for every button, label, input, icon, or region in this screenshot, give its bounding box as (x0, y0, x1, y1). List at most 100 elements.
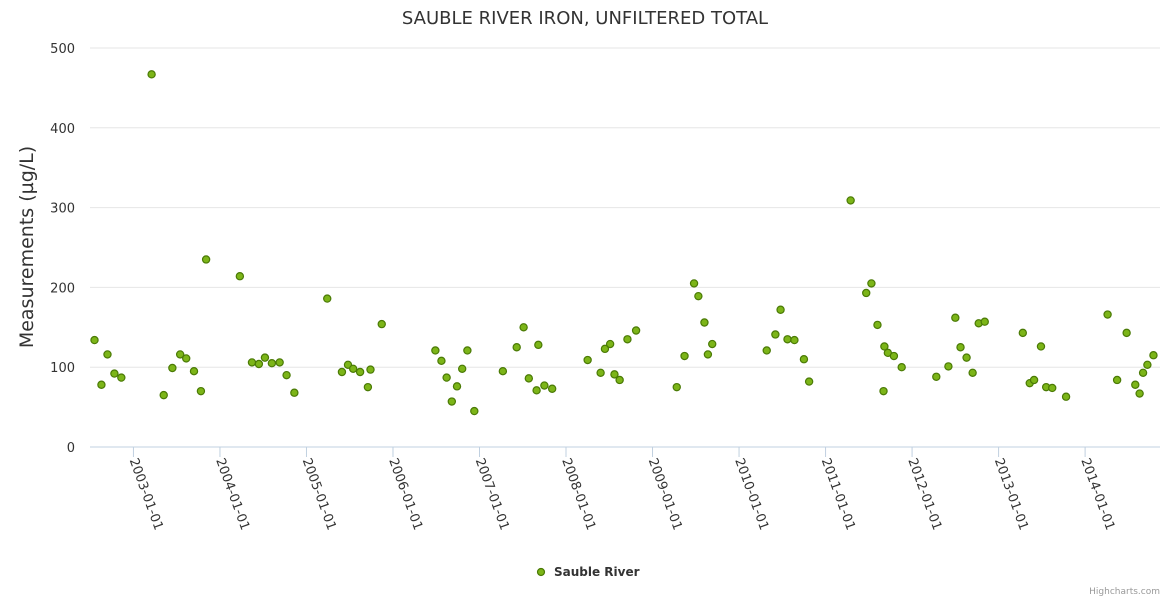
data-point[interactable] (1112, 375, 1122, 385)
data-point[interactable] (703, 350, 713, 359)
data-point[interactable] (771, 330, 780, 339)
data-point[interactable] (1138, 368, 1148, 377)
data-point[interactable] (175, 350, 185, 359)
data-point[interactable] (846, 196, 855, 205)
data-point[interactable] (880, 342, 889, 351)
data-point[interactable] (956, 343, 965, 352)
data-point[interactable] (962, 353, 971, 362)
data-point[interactable] (776, 305, 785, 314)
data-point[interactable] (463, 346, 472, 355)
data-point[interactable] (366, 365, 375, 374)
data-point[interactable] (90, 335, 99, 345)
data-point[interactable] (524, 374, 534, 383)
data-point[interactable] (168, 363, 177, 373)
data-point[interactable] (147, 70, 156, 79)
data-point[interactable] (519, 323, 528, 332)
data-point[interactable] (623, 335, 632, 344)
data-point[interactable] (196, 386, 206, 396)
legend[interactable]: Sauble River (536, 565, 640, 579)
data-point[interactable] (275, 358, 284, 367)
credits-link[interactable]: Highcharts.com (1089, 587, 1160, 597)
data-point[interactable] (159, 390, 168, 400)
data-point[interactable] (377, 319, 386, 329)
data-point[interactable] (355, 367, 365, 377)
data-point[interactable] (323, 294, 332, 303)
data-point[interactable] (944, 362, 953, 371)
data-point[interactable] (951, 313, 960, 322)
data-point[interactable] (1131, 380, 1140, 389)
legend-marker[interactable] (536, 567, 546, 577)
data-point[interactable] (1036, 342, 1046, 351)
data-point[interactable] (452, 382, 462, 391)
data-point[interactable] (1135, 389, 1144, 398)
data-point[interactable] (680, 351, 689, 361)
data-point[interactable] (790, 335, 799, 345)
data-point[interactable] (431, 346, 440, 355)
data-point[interactable] (708, 339, 717, 349)
data-point[interactable] (980, 317, 989, 326)
data-point[interactable] (1122, 328, 1131, 338)
data-point[interactable] (762, 346, 771, 355)
data-point[interactable] (189, 366, 199, 376)
data-point[interactable] (1061, 392, 1071, 401)
data-point[interactable] (615, 375, 624, 385)
data-point[interactable] (363, 382, 373, 392)
data-point[interactable] (867, 279, 876, 288)
data-point[interactable] (1149, 351, 1158, 360)
data-point[interactable] (290, 388, 299, 397)
data-point[interactable] (442, 373, 451, 382)
data-point[interactable] (1103, 310, 1112, 319)
data-point[interactable] (873, 320, 882, 330)
data-point[interactable] (694, 291, 703, 301)
data-point[interactable] (512, 343, 521, 352)
data-point[interactable] (600, 344, 610, 354)
data-point[interactable] (110, 369, 119, 378)
data-point[interactable] (862, 288, 871, 298)
y-tick-label-300: 300 (50, 202, 75, 217)
y-tick-label-200: 200 (50, 281, 75, 296)
data-point[interactable] (534, 340, 543, 350)
data-point[interactable] (889, 351, 899, 361)
data-point[interactable] (267, 359, 277, 368)
data-point[interactable] (799, 355, 809, 364)
data-point[interactable] (337, 367, 347, 377)
data-point[interactable] (1029, 375, 1039, 385)
data-point[interactable] (1048, 383, 1057, 393)
data-point[interactable] (879, 386, 888, 396)
data-point[interactable] (540, 381, 549, 390)
data-point[interactable] (282, 370, 291, 380)
data-point[interactable] (1143, 360, 1152, 370)
data-point[interactable] (672, 382, 681, 392)
data-point[interactable] (247, 358, 257, 367)
data-point[interactable] (804, 377, 814, 386)
data-point[interactable] (348, 364, 358, 373)
data-point[interactable] (447, 397, 457, 406)
data-point[interactable] (254, 359, 264, 369)
data-point[interactable] (498, 366, 508, 376)
data-point[interactable] (201, 255, 211, 264)
data-point[interactable] (689, 279, 699, 288)
data-point[interactable] (583, 355, 592, 365)
data-point[interactable] (968, 368, 977, 377)
data-point[interactable] (547, 384, 557, 393)
data-point[interactable] (182, 354, 191, 363)
data-point[interactable] (700, 318, 709, 327)
data-point[interactable] (117, 373, 126, 382)
data-point[interactable] (932, 372, 941, 381)
data-point[interactable] (1018, 328, 1028, 338)
data-point[interactable] (470, 406, 479, 416)
data-point[interactable] (596, 368, 605, 377)
data-point[interactable] (631, 326, 641, 335)
data-point[interactable] (235, 272, 245, 281)
data-point[interactable] (260, 353, 270, 362)
data-point[interactable] (437, 356, 446, 366)
data-point[interactable] (897, 363, 906, 372)
data-point[interactable] (97, 380, 106, 389)
legend-label[interactable]: Sauble River (554, 565, 640, 579)
data-point[interactable] (103, 350, 112, 359)
data-point[interactable] (605, 339, 615, 349)
data-point[interactable] (457, 364, 467, 373)
data-point[interactable] (532, 386, 541, 395)
data-point[interactable] (783, 335, 792, 344)
data-point[interactable] (610, 370, 619, 379)
